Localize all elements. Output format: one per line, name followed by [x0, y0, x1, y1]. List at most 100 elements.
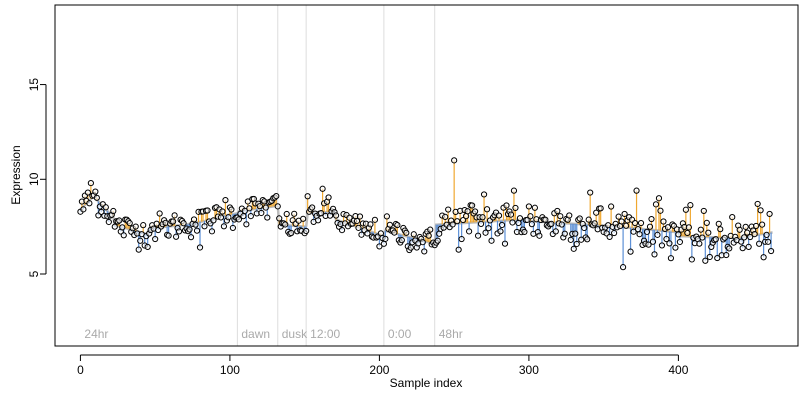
y-axis: 5 10 15	[27, 78, 47, 277]
data-point	[767, 247, 775, 255]
data-point	[664, 224, 672, 231]
data-point	[228, 206, 235, 213]
data-point	[135, 246, 142, 253]
data-point	[622, 222, 630, 229]
data-point	[645, 241, 652, 248]
data-point	[736, 226, 743, 233]
data-point	[697, 226, 704, 233]
data-point	[111, 223, 118, 230]
data-point	[258, 209, 265, 217]
data-point	[672, 244, 679, 251]
data-point	[300, 215, 307, 222]
data-point	[652, 201, 660, 208]
data-point	[618, 218, 625, 225]
section-label: 48hr	[439, 327, 463, 341]
data-point	[319, 185, 326, 192]
data-point	[485, 225, 492, 232]
data-point	[525, 203, 533, 210]
data-point	[243, 221, 250, 228]
data-point	[468, 202, 476, 209]
data-point	[180, 220, 187, 227]
data-point	[756, 240, 763, 247]
data-point	[729, 213, 736, 221]
data-point	[593, 209, 600, 216]
data-point	[760, 254, 767, 261]
data-point	[685, 224, 692, 231]
data-point	[171, 212, 178, 219]
data-point	[738, 238, 745, 245]
data-point	[688, 256, 695, 263]
data-point	[627, 248, 634, 255]
data-point	[744, 229, 751, 236]
data-point	[675, 231, 682, 238]
data-point	[172, 233, 180, 240]
plot-frame	[54, 4, 799, 347]
data-point	[303, 227, 310, 235]
data-point	[649, 238, 657, 245]
data-point	[763, 231, 770, 239]
data-point	[587, 189, 594, 196]
data-point	[454, 218, 461, 225]
data-point	[646, 223, 654, 230]
data-point	[152, 235, 159, 243]
data-point	[759, 221, 766, 228]
data-point	[187, 234, 195, 241]
data-point	[386, 221, 393, 228]
data-point	[703, 219, 710, 226]
data-point	[611, 229, 618, 237]
data-point	[86, 200, 93, 207]
x-axis: 0 100 200 300 400	[77, 354, 689, 377]
data-point	[751, 231, 758, 238]
data-point	[434, 237, 441, 244]
data-point	[315, 217, 322, 224]
data-point	[156, 210, 163, 217]
data-point	[576, 215, 583, 222]
data-point	[165, 232, 172, 239]
y-tick-label: 5	[27, 270, 41, 277]
x-tick-label: 0	[77, 363, 84, 377]
data-point	[346, 214, 353, 221]
data-point	[501, 240, 509, 247]
data-point	[765, 238, 772, 245]
data-point	[371, 216, 379, 223]
data-point	[561, 230, 568, 237]
data-point	[757, 207, 764, 214]
data-point	[116, 217, 123, 224]
data-point	[210, 217, 217, 224]
data-point	[619, 264, 627, 271]
data-point	[682, 206, 689, 213]
data-point	[766, 210, 773, 218]
data-point	[521, 228, 528, 236]
data-point	[597, 205, 604, 212]
data-points	[77, 157, 775, 271]
data-point	[726, 245, 733, 252]
data-point	[554, 207, 561, 215]
data-point	[288, 229, 295, 237]
data-point	[410, 231, 417, 238]
section-label: 24hr	[84, 327, 108, 341]
data-point	[445, 206, 452, 213]
data-point	[527, 213, 534, 220]
data-point	[608, 203, 615, 210]
data-point	[666, 240, 673, 247]
data-point	[631, 219, 639, 227]
data-point	[566, 212, 573, 219]
x-tick-label: 300	[519, 363, 539, 377]
data-point	[739, 245, 746, 252]
data-point	[552, 228, 559, 235]
data-point	[667, 255, 675, 262]
data-point	[567, 236, 574, 243]
data-point	[262, 204, 269, 211]
data-point	[507, 211, 515, 218]
data-point	[220, 223, 228, 230]
data-point	[256, 203, 263, 210]
data-point	[503, 202, 510, 209]
data-point	[383, 213, 390, 220]
data-point	[282, 221, 289, 228]
data-point	[204, 207, 211, 214]
data-point	[466, 228, 473, 235]
data-point	[696, 240, 703, 247]
data-point	[658, 242, 666, 249]
data-point	[705, 229, 712, 236]
data-point	[170, 218, 177, 225]
